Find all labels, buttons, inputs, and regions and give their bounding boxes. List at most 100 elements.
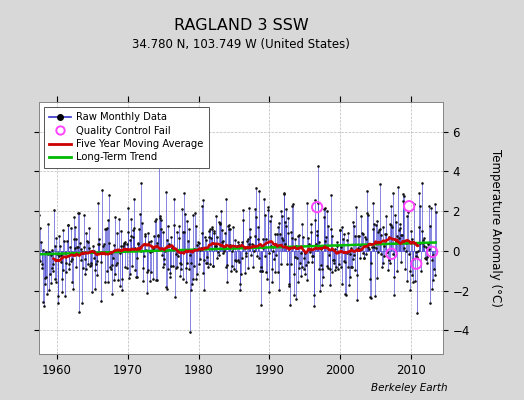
- Point: [125, 237, 134, 243]
- Point: [138, 220, 146, 226]
- Point: [34, 250, 42, 256]
- Point: [170, 222, 179, 228]
- Point: [268, 266, 277, 272]
- Point: [387, 222, 395, 229]
- Point: [255, 255, 264, 261]
- Point: [147, 268, 156, 275]
- Point: [181, 210, 189, 217]
- Point: [220, 244, 228, 250]
- Point: [283, 261, 291, 268]
- Point: [179, 276, 188, 282]
- Point: [204, 228, 213, 234]
- Point: [77, 246, 85, 252]
- Point: [64, 222, 72, 228]
- Point: [347, 245, 356, 251]
- Point: [402, 212, 411, 219]
- Point: [343, 237, 352, 243]
- Point: [163, 286, 171, 292]
- Point: [414, 248, 422, 254]
- Point: [261, 253, 269, 260]
- Point: [163, 266, 172, 272]
- Point: [247, 240, 256, 247]
- Point: [271, 252, 280, 258]
- Point: [278, 234, 286, 241]
- Point: [313, 232, 321, 239]
- Point: [293, 278, 302, 285]
- Point: [285, 280, 293, 287]
- Point: [290, 254, 299, 260]
- Point: [307, 221, 315, 228]
- Point: [346, 264, 355, 270]
- Point: [412, 310, 421, 316]
- Point: [384, 257, 392, 263]
- Point: [263, 276, 271, 282]
- Point: [320, 214, 329, 220]
- Point: [196, 256, 204, 262]
- Point: [228, 224, 237, 230]
- Point: [377, 251, 386, 257]
- Point: [334, 266, 343, 272]
- Point: [357, 246, 365, 252]
- Point: [428, 286, 436, 292]
- Point: [220, 248, 228, 254]
- Point: [100, 248, 108, 255]
- Point: [256, 268, 264, 274]
- Point: [71, 224, 80, 230]
- Point: [292, 243, 300, 249]
- Point: [169, 263, 178, 270]
- Point: [108, 290, 117, 297]
- Point: [168, 244, 176, 251]
- Point: [112, 262, 120, 269]
- Point: [421, 254, 429, 261]
- Point: [288, 203, 296, 209]
- Point: [398, 232, 406, 238]
- Point: [113, 230, 122, 236]
- Point: [84, 239, 92, 245]
- Point: [193, 270, 202, 277]
- Point: [172, 264, 180, 271]
- Point: [274, 269, 282, 275]
- Point: [259, 236, 268, 242]
- Point: [219, 250, 227, 256]
- Point: [392, 233, 401, 239]
- Point: [257, 302, 265, 308]
- Point: [237, 271, 245, 277]
- Point: [277, 208, 286, 214]
- Point: [296, 260, 304, 266]
- Point: [288, 234, 297, 241]
- Point: [397, 232, 405, 238]
- Point: [55, 232, 63, 239]
- Point: [380, 253, 389, 260]
- Point: [56, 243, 64, 249]
- Point: [318, 282, 326, 288]
- Point: [345, 282, 353, 288]
- Point: [427, 205, 435, 211]
- Point: [272, 242, 281, 249]
- Point: [248, 244, 256, 250]
- Point: [180, 229, 188, 235]
- Point: [96, 298, 105, 304]
- Point: [361, 234, 369, 240]
- Point: [178, 206, 186, 212]
- Point: [422, 243, 430, 250]
- Point: [271, 268, 279, 275]
- Point: [37, 239, 45, 245]
- Point: [332, 264, 340, 270]
- Point: [133, 255, 141, 261]
- Point: [400, 192, 408, 199]
- Point: [233, 243, 241, 250]
- Point: [134, 241, 142, 247]
- Point: [231, 257, 239, 264]
- Point: [367, 260, 376, 266]
- Point: [256, 264, 265, 270]
- Point: [412, 260, 420, 267]
- Point: [363, 210, 372, 216]
- Point: [131, 267, 139, 273]
- Point: [130, 196, 138, 203]
- Point: [41, 281, 49, 287]
- Point: [391, 212, 399, 218]
- Point: [297, 273, 305, 280]
- Point: [390, 274, 398, 280]
- Point: [374, 228, 382, 235]
- Point: [374, 249, 383, 256]
